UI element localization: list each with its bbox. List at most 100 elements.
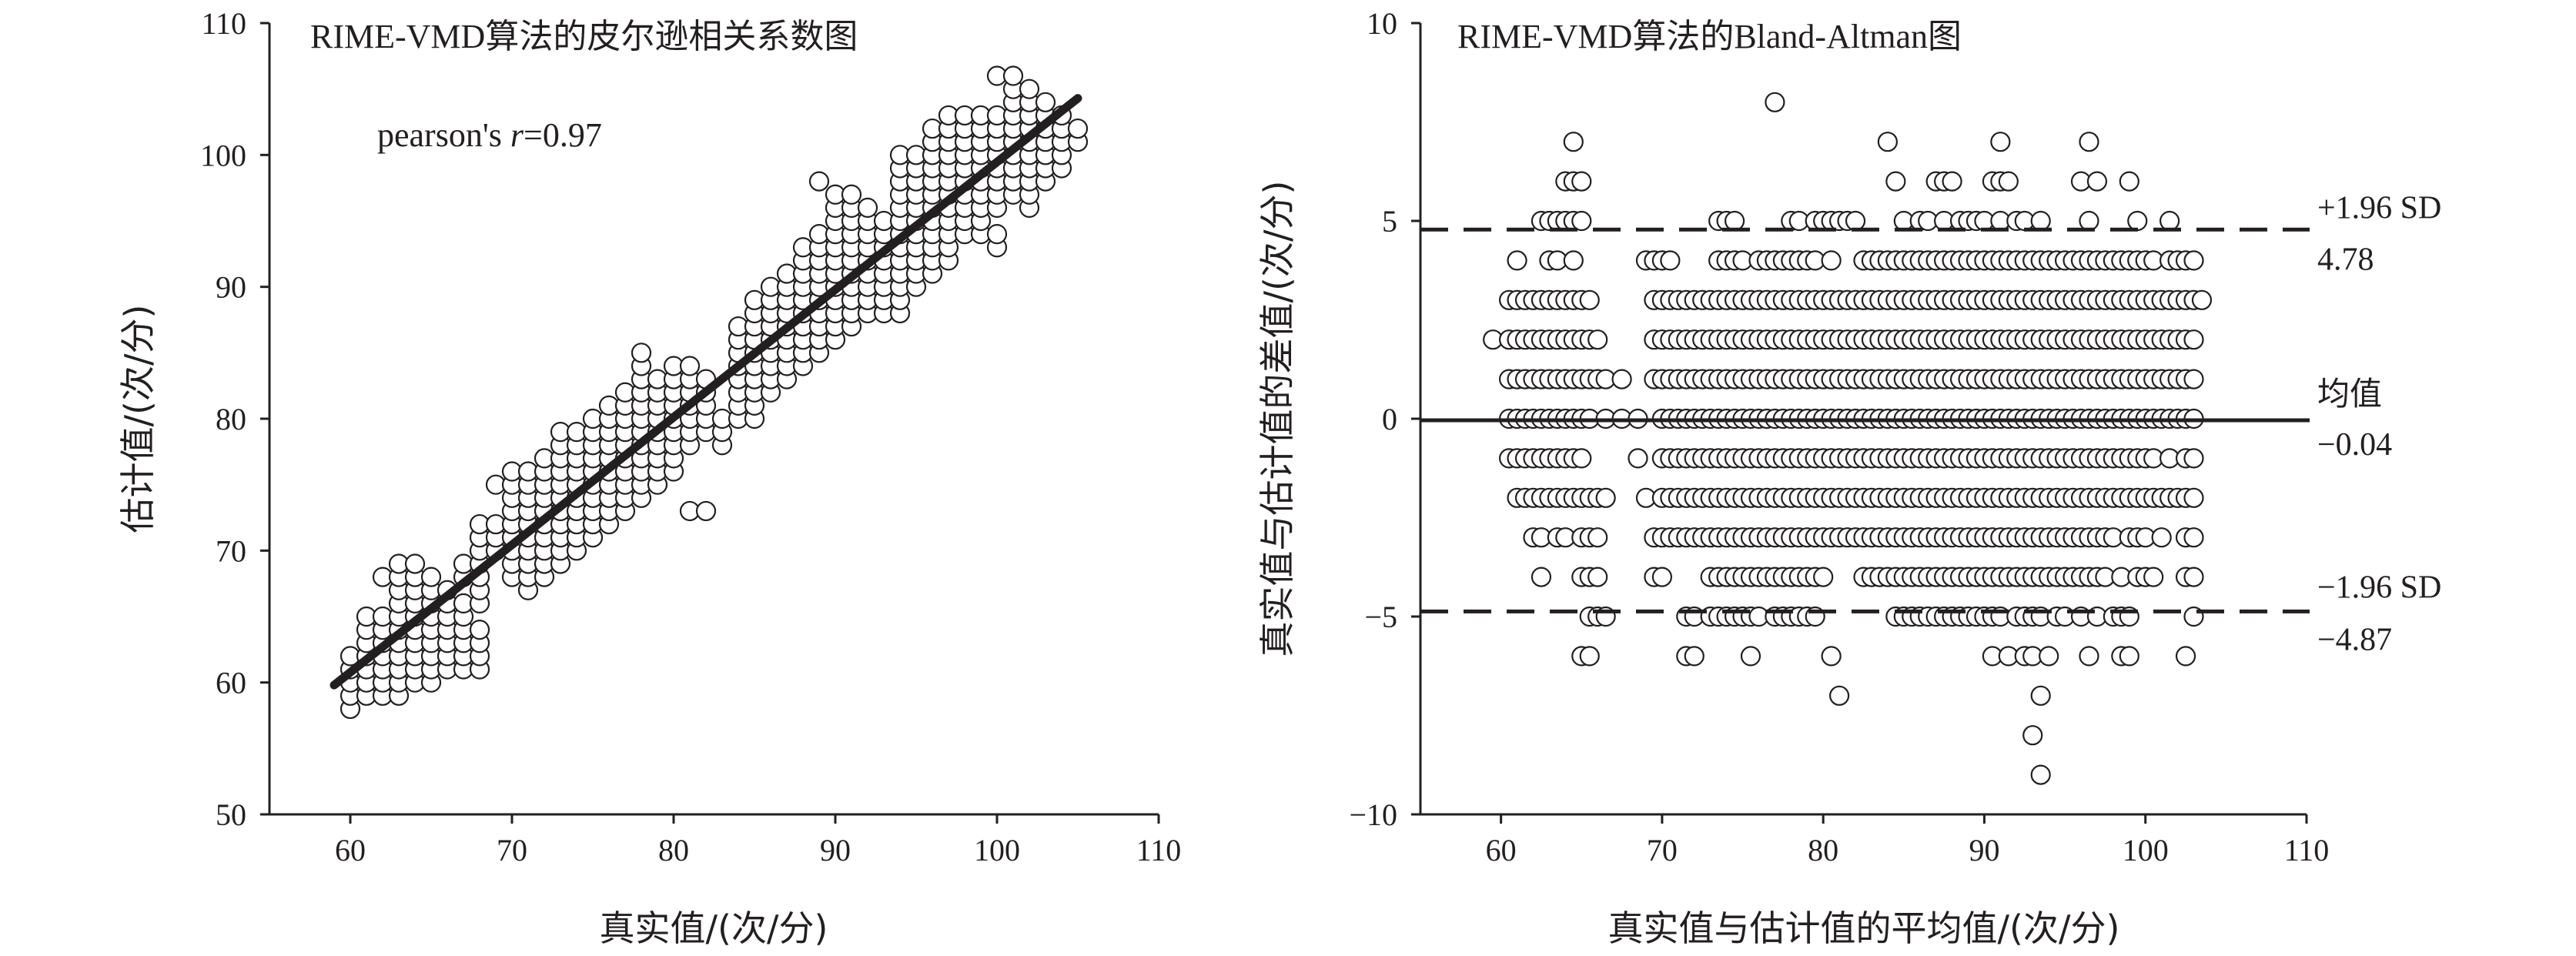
ba-point bbox=[1998, 171, 2019, 192]
ba-point bbox=[2143, 567, 2164, 587]
ba-point bbox=[1571, 448, 1592, 469]
pearson-point bbox=[469, 620, 490, 640]
pearson-point bbox=[404, 553, 426, 574]
ba-point bbox=[1587, 329, 1608, 350]
lower-loa-label: −1.96 SD bbox=[2317, 570, 2441, 605]
ba-point bbox=[2119, 646, 2139, 667]
x-tick-label: 110 bbox=[1136, 833, 1182, 867]
pearson-point bbox=[679, 356, 701, 376]
ba-point bbox=[1611, 369, 1632, 389]
x-tick-label: 70 bbox=[1647, 833, 1678, 867]
ba-point bbox=[2030, 210, 2051, 232]
y-tick-label: 70 bbox=[216, 533, 246, 568]
ba-point bbox=[1724, 210, 1745, 232]
ba-point bbox=[1684, 646, 1705, 667]
pearson-x-ticks: 60 70 80 90 100 110 bbox=[335, 814, 1181, 867]
ba-point bbox=[1587, 567, 1608, 587]
y-tick-label: 50 bbox=[216, 797, 246, 832]
ba-point bbox=[2079, 132, 2099, 152]
ba-point bbox=[2183, 369, 2204, 389]
x-tick-label: 60 bbox=[1486, 833, 1517, 867]
ba-point bbox=[2030, 685, 2051, 706]
ba-point bbox=[2183, 487, 2204, 508]
y-tick-label: 0 bbox=[1382, 402, 1397, 436]
ba-point bbox=[1531, 567, 1552, 587]
ba-point bbox=[1579, 289, 1600, 310]
y-tick-label: 110 bbox=[201, 6, 246, 41]
upper-loa-label: +1.96 SD bbox=[2317, 190, 2441, 226]
pearson-point bbox=[857, 197, 878, 218]
y-tick-label: −10 bbox=[1349, 797, 1397, 832]
x-tick-label: 90 bbox=[820, 833, 851, 867]
ba-y-ticks: −10 −5 0 5 10 bbox=[1349, 6, 1420, 832]
ba-point bbox=[2079, 646, 2099, 667]
ba-point bbox=[2119, 171, 2139, 192]
lower-loa-value: −4.87 bbox=[2317, 622, 2392, 657]
pearson-point bbox=[1035, 92, 1056, 112]
y-tick-label: 100 bbox=[200, 138, 246, 172]
y-tick-label: 80 bbox=[216, 402, 246, 436]
bland-altman-chart: 60 70 80 90 100 110 −10 −5 0 5 10 RIME-VMD算法的Blan… bbox=[1256, 6, 2441, 949]
mean-label: 均值 bbox=[2317, 375, 2382, 413]
pearson-y-axis-title: 估计值/(次/分) bbox=[117, 305, 159, 533]
ba-point bbox=[1942, 171, 1962, 192]
pearson-chart: 60 70 80 90 100 110 50 60 70 80 90 100 110 RIME-VMD… bbox=[117, 6, 1181, 949]
ba-point bbox=[1571, 171, 1592, 192]
x-tick-label: 110 bbox=[2284, 833, 2330, 867]
ba-point bbox=[2079, 210, 2099, 232]
mean-value: −0.04 bbox=[2317, 427, 2392, 463]
x-tick-label: 90 bbox=[1969, 833, 1999, 867]
x-tick-label: 100 bbox=[2123, 833, 2169, 867]
ba-point bbox=[2175, 646, 2196, 667]
pearson-r-annotation: pearson's r=0.97 bbox=[377, 116, 602, 154]
ba-point bbox=[1845, 210, 1866, 232]
pearson-point bbox=[1019, 79, 1040, 99]
ba-title: RIME-VMD算法的Bland-Altman图 bbox=[1457, 18, 1962, 55]
ba-point bbox=[1660, 250, 1681, 271]
y-tick-label: 5 bbox=[1382, 204, 1397, 239]
ba-point bbox=[1563, 132, 1584, 152]
x-tick-label: 80 bbox=[658, 833, 689, 867]
ba-point bbox=[1885, 171, 1906, 192]
ba-point bbox=[2183, 448, 2204, 469]
pearson-point bbox=[631, 343, 652, 363]
ba-point bbox=[1990, 132, 2011, 152]
ba-point bbox=[2183, 329, 2204, 350]
ba-point bbox=[2127, 210, 2148, 232]
ba-point bbox=[1877, 132, 1898, 152]
pearson-point bbox=[1067, 118, 1089, 139]
ba-point bbox=[1579, 646, 1600, 667]
ba-point bbox=[1595, 487, 1616, 508]
pearson-y-ticks: 50 60 70 80 90 100 110 bbox=[200, 6, 269, 832]
x-tick-label: 80 bbox=[1808, 833, 1838, 867]
ba-point bbox=[2039, 646, 2059, 667]
ba-point bbox=[2030, 764, 2051, 785]
pearson-point bbox=[1002, 65, 1024, 86]
pearson-r-prefix: pearson's bbox=[377, 116, 510, 154]
ba-point bbox=[2183, 250, 2204, 271]
pearson-r-value: =0.97 bbox=[524, 116, 602, 154]
pearson-points bbox=[340, 65, 1089, 720]
ba-point bbox=[2183, 527, 2204, 548]
ba-point bbox=[2086, 171, 2108, 192]
ba-point bbox=[2183, 567, 2204, 587]
pearson-r-var: r bbox=[510, 116, 524, 154]
pearson-point bbox=[841, 184, 862, 205]
ba-point bbox=[2022, 725, 2043, 746]
ba-points bbox=[1483, 92, 2213, 785]
ba-point bbox=[1628, 448, 1648, 469]
y-tick-label: 60 bbox=[216, 666, 246, 700]
upper-loa-value: 4.78 bbox=[2317, 242, 2374, 277]
pearson-point bbox=[808, 171, 830, 192]
pearson-point bbox=[986, 224, 1008, 245]
x-tick-label: 70 bbox=[497, 833, 527, 867]
ba-point bbox=[2191, 289, 2213, 310]
ba-point bbox=[1821, 250, 1842, 271]
ba-point bbox=[1829, 685, 1850, 706]
pearson-point bbox=[420, 567, 442, 587]
ba-point bbox=[2159, 210, 2180, 232]
pearson-point bbox=[695, 500, 717, 522]
y-tick-label: 90 bbox=[216, 270, 246, 305]
ba-point bbox=[1587, 527, 1608, 548]
